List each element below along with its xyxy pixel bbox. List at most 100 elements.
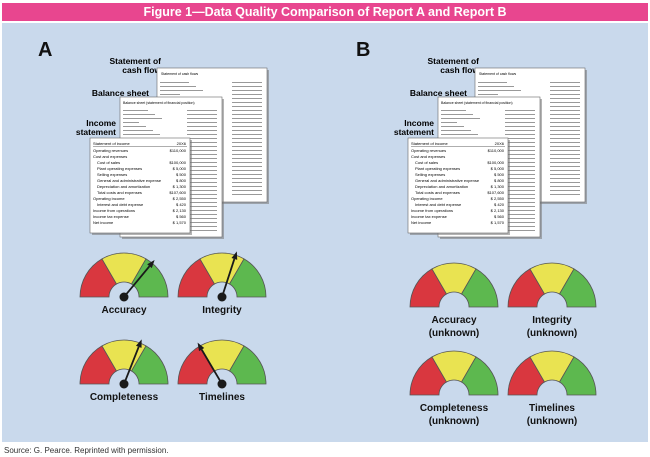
gauge-integrity: Integrity (unknown) <box>507 262 597 339</box>
doc-number-line <box>232 134 262 135</box>
doc-number-line <box>232 150 262 151</box>
doc-number-line <box>187 194 217 195</box>
doc-number-line <box>550 110 580 111</box>
gauge-status: (unknown) <box>527 328 578 339</box>
doc-number-line <box>550 90 580 91</box>
doc-number-line <box>187 158 217 159</box>
doc-number-line <box>187 166 217 167</box>
doc-number-line <box>550 154 580 155</box>
income-statement-document <box>407 137 509 234</box>
doc-number-line <box>187 162 217 163</box>
doc-number-line <box>187 182 217 183</box>
doc-number-line <box>187 142 217 143</box>
income-row-value: $ 1,570 <box>491 220 505 225</box>
income-row-value: $ 2,130 <box>173 208 187 213</box>
income-row-value: $ 1,570 <box>173 220 187 225</box>
needle-pivot <box>217 292 227 302</box>
needle-arrow-icon <box>197 342 205 352</box>
doc-number-line <box>550 146 580 147</box>
doc-number-line <box>505 138 535 139</box>
doc-number-line <box>550 194 580 195</box>
doc-number-line <box>232 178 262 179</box>
income-row-value: $ 800 <box>494 178 505 183</box>
doc-number-line <box>232 194 262 195</box>
doc-number-line <box>505 178 535 179</box>
doc-text-line <box>441 122 457 123</box>
doc-text-line <box>478 82 507 83</box>
doc-number-line <box>505 162 535 163</box>
doc-number-line <box>505 226 535 227</box>
income-row-label: Cost and expenses <box>93 154 127 159</box>
doc-number-line <box>505 198 535 199</box>
doc-number-line <box>550 114 580 115</box>
income-row-value: $ 420 <box>176 202 187 207</box>
income-row-label: Interest and debt expense <box>97 202 144 207</box>
doc-number-line <box>505 134 535 135</box>
doc-number-line <box>232 110 262 111</box>
doc-number-line <box>505 158 535 159</box>
gauge-completeness: Completeness <box>79 339 169 403</box>
doc-number-line <box>187 186 217 187</box>
income-statement-title: Statement of income <box>93 141 130 146</box>
income-row-label: Selling expenses <box>97 172 127 177</box>
income-row-label: Net income <box>411 220 432 225</box>
income-row-label: Net income <box>93 220 114 225</box>
gauge-green-zone <box>130 345 169 385</box>
income-statement-year: 20X6 <box>495 141 505 146</box>
doc-number-line <box>550 102 580 103</box>
doc-number-line <box>187 178 217 179</box>
doc-number-line <box>232 166 262 167</box>
income-row-value: $107,600 <box>169 190 186 195</box>
doc-number-line <box>187 130 217 131</box>
doc-number-line <box>232 186 262 187</box>
gauge-green-zone <box>228 345 267 385</box>
doc-number-line <box>187 138 217 139</box>
doc-number-line <box>505 210 535 211</box>
doc-number-line <box>232 94 262 95</box>
gauge-needle <box>123 346 140 385</box>
income-statement-document <box>89 137 191 234</box>
doc-number-line <box>550 94 580 95</box>
doc-text-line <box>478 94 498 95</box>
doc-number-line <box>187 170 217 171</box>
income-row-value: $110,000 <box>488 148 505 153</box>
doc-number-line <box>505 126 535 127</box>
income-row-label: Depreciation and amortization <box>97 184 150 189</box>
doc-number-line <box>505 174 535 175</box>
doc-number-line <box>187 150 217 151</box>
doc-number-line <box>232 82 262 83</box>
income-row-value: $107,600 <box>487 190 504 195</box>
doc-number-line <box>550 174 580 175</box>
gauge-label: Accuracy <box>101 305 146 316</box>
doc-number-line <box>550 162 580 163</box>
gauge-green-zone <box>460 268 499 308</box>
doc-number-line <box>505 182 535 183</box>
income-row-value: $ 420 <box>494 202 505 207</box>
income-row-label: General and administrative expense <box>97 178 162 183</box>
income-statement-title: Statement of income <box>411 141 448 146</box>
income-row-label: Total costs and expenses <box>97 190 142 195</box>
balance-sheet-title: Balance sheet (statement of financial po… <box>123 101 195 105</box>
doc-number-line <box>550 182 580 183</box>
cash-flow-label: Statement of <box>428 56 480 66</box>
doc-number-line <box>187 226 217 227</box>
doc-number-line <box>187 206 217 207</box>
gauge-status: (unknown) <box>429 416 480 427</box>
doc-number-line <box>550 166 580 167</box>
doc-number-line <box>505 142 535 143</box>
income-row-label: Cost of sales <box>97 160 120 165</box>
gauge-status: (unknown) <box>429 328 480 339</box>
gauge-green-zone <box>228 258 267 298</box>
gauge-needle <box>123 265 151 298</box>
gauge-needle <box>221 258 236 298</box>
income-statement-label: Income <box>404 118 434 128</box>
income-row-value: $ 5,000 <box>491 166 505 171</box>
income-statement-label: statement <box>76 127 116 137</box>
gauge-green-zone <box>558 268 597 308</box>
needle-pivot <box>217 379 227 389</box>
doc-number-line <box>187 230 217 231</box>
doc-number-line <box>505 146 535 147</box>
doc-number-line <box>550 178 580 179</box>
income-row-value: $ 1,300 <box>173 184 187 189</box>
